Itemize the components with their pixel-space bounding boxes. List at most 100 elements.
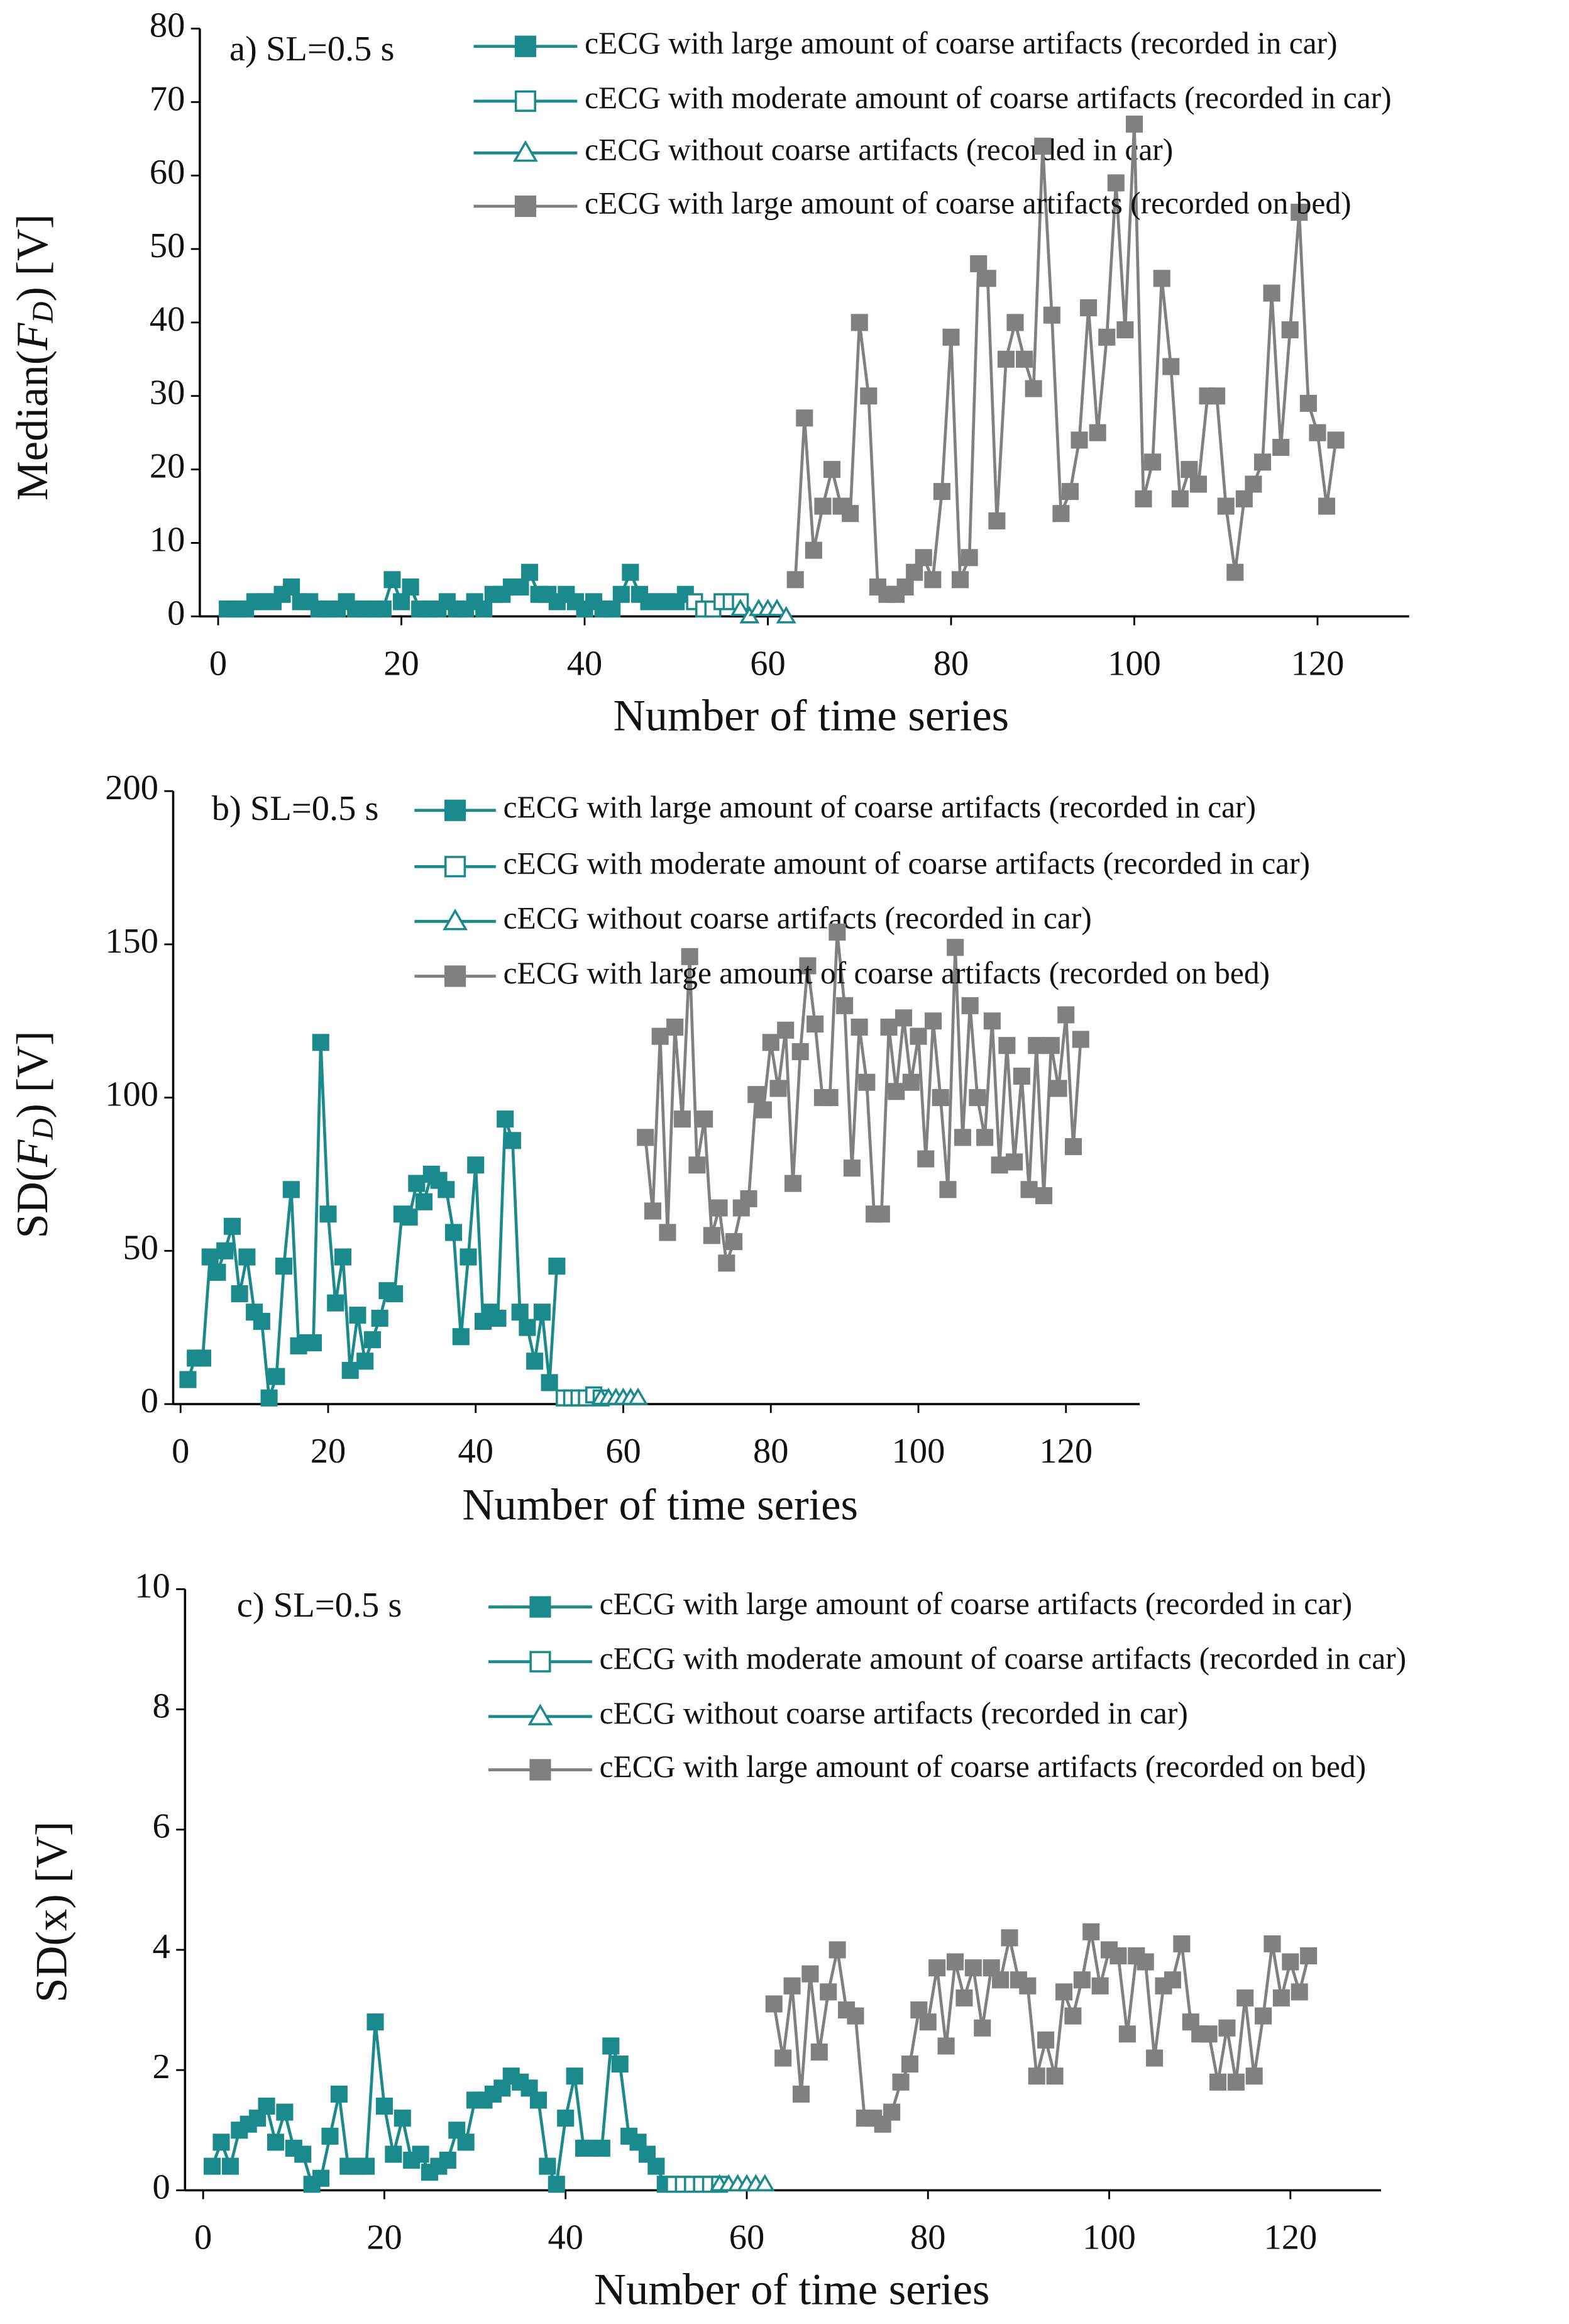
marker <box>275 1258 293 1275</box>
marker <box>1050 1080 1067 1097</box>
marker <box>774 2049 792 2067</box>
marker <box>460 1248 477 1266</box>
marker <box>1016 350 1033 368</box>
marker <box>710 1199 728 1217</box>
marker <box>1282 1953 1299 1971</box>
x-tick-label: 80 <box>910 2218 945 2257</box>
marker <box>383 571 401 589</box>
marker <box>489 1309 507 1327</box>
legend-label: cECG without coarse artifacts (recorded … <box>504 901 1092 936</box>
marker <box>1006 314 1024 331</box>
marker <box>1291 1983 1308 2001</box>
y-tick-label: 6 <box>153 1807 170 1846</box>
marker <box>1006 1153 1023 1171</box>
legend-label: cECG with large amount of coarse artifac… <box>504 790 1256 824</box>
marker <box>1061 483 1079 501</box>
marker <box>933 483 950 501</box>
marker <box>947 939 964 956</box>
marker <box>260 1389 278 1407</box>
marker <box>539 2157 556 2175</box>
marker <box>939 1181 957 1198</box>
x-axis-label: Number of time series <box>594 2265 990 2314</box>
marker <box>1300 1947 1318 1965</box>
marker <box>497 1110 514 1128</box>
y-tick-label: 10 <box>135 1566 170 1605</box>
legend-marker <box>514 35 536 57</box>
marker <box>1218 2019 1236 2037</box>
marker <box>216 1242 234 1259</box>
marker <box>1028 1037 1045 1054</box>
marker <box>888 1083 905 1100</box>
marker <box>1200 2025 1218 2043</box>
marker <box>1144 453 1162 471</box>
marker <box>1034 137 1052 155</box>
x-tick-label: 0 <box>209 644 227 683</box>
x-tick-label: 100 <box>892 1432 945 1471</box>
marker <box>201 1248 219 1266</box>
marker <box>541 1374 558 1392</box>
marker <box>776 606 796 624</box>
marker <box>548 2176 565 2193</box>
marker <box>1255 2007 1272 2025</box>
marker <box>529 2091 548 2109</box>
y-tick-label: 50 <box>123 1228 158 1267</box>
marker <box>1189 475 1208 493</box>
marker <box>366 2013 384 2031</box>
marker <box>979 270 996 287</box>
x-axis-label: Number of time series <box>462 1480 858 1529</box>
x-tick-label: 60 <box>605 1432 641 1471</box>
marker <box>1235 490 1253 507</box>
legend-marker <box>444 965 466 987</box>
marker <box>1153 270 1170 287</box>
marker <box>754 1101 773 1119</box>
marker <box>512 578 529 596</box>
marker <box>821 1089 839 1107</box>
x-tick-label: 80 <box>933 644 969 683</box>
x-tick-label: 100 <box>1082 2218 1136 2257</box>
marker <box>924 571 942 589</box>
marker <box>974 2019 991 2037</box>
marker <box>1072 1031 1089 1048</box>
marker <box>627 1387 648 1405</box>
marker <box>730 599 751 616</box>
marker <box>467 1156 485 1174</box>
legend-marker <box>444 856 466 878</box>
marker <box>767 599 788 616</box>
legend-marker <box>443 908 468 931</box>
legend-label: cECG with large amount of coarse artifac… <box>585 185 1351 220</box>
marker <box>1091 1977 1109 1995</box>
marker <box>1164 1971 1181 1989</box>
y-tick-label: 8 <box>153 1687 170 1726</box>
marker <box>946 1953 964 1971</box>
marker <box>651 1027 669 1045</box>
marker <box>906 563 923 581</box>
marker <box>1073 1971 1091 1989</box>
y-label-pre: SD(x) [V] <box>28 1822 77 2003</box>
marker <box>1080 299 1098 317</box>
marker <box>765 1995 783 2013</box>
y-tick-label: 20 <box>150 447 185 486</box>
marker <box>223 1217 241 1235</box>
marker <box>400 1209 418 1226</box>
marker <box>1116 321 1134 339</box>
marker <box>937 2037 955 2055</box>
legend-label: cECG with large amount of coarse artifac… <box>600 1749 1366 1784</box>
marker <box>961 549 978 567</box>
marker <box>637 1129 654 1146</box>
marker <box>932 1089 949 1107</box>
marker <box>611 2056 629 2073</box>
marker <box>896 578 914 596</box>
y-tick-label: 100 <box>105 1075 158 1114</box>
marker <box>910 1027 927 1045</box>
y-tick-label: 200 <box>105 768 158 807</box>
marker <box>321 2127 339 2145</box>
marker <box>375 2097 393 2115</box>
marker <box>924 1012 942 1030</box>
marker <box>504 1132 521 1149</box>
marker <box>276 2103 294 2121</box>
marker <box>1098 328 1116 346</box>
marker <box>976 1129 994 1146</box>
marker <box>1227 2073 1245 2091</box>
y-tick-label: 80 <box>150 6 185 45</box>
